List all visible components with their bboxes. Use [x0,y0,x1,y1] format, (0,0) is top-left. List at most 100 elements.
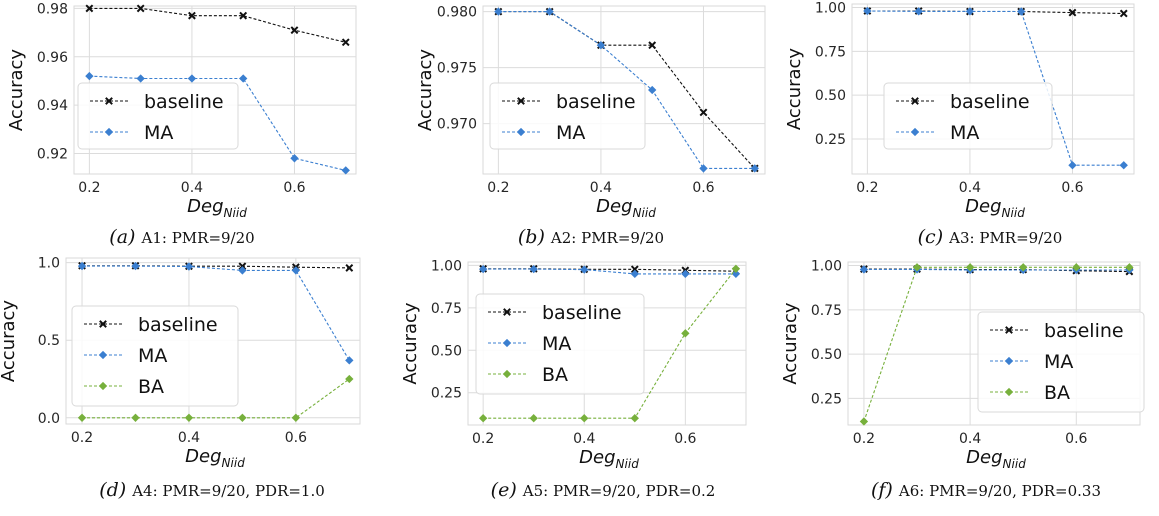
data-point-BA [529,414,538,423]
x-axis-label-sub: Niid [1002,206,1026,220]
data-point-baseline [1068,8,1077,17]
legend-swatch-marker [98,350,108,360]
y-axis-label: Accuracy [0,300,19,383]
x-tick-label: 0.6 [285,430,307,446]
legend-swatch-marker [516,127,526,137]
y-tick-label: 0.75 [811,303,842,319]
x-tick-label: 0.6 [1061,180,1083,196]
data-point-BA [681,329,690,338]
data-point-BA [965,263,975,272]
y-tick-label: 0.94 [37,98,68,114]
x-axis-label: DegNiid [966,447,1026,471]
y-tick-label: 0.96 [37,50,68,66]
data-point-BA [291,413,301,422]
legend-label-BA: BA [542,364,568,386]
legend-swatch-marker [99,320,107,328]
x-tick-label: 0.2 [487,180,509,196]
data-point-BA [77,413,87,422]
legend-box [977,311,1145,413]
x-axis-label-main: Deg [579,447,615,468]
data-point-baseline [238,262,247,271]
legend-swatch-marker [1005,326,1013,334]
data-point-baseline [341,38,350,47]
series-line-MA [867,10,1124,166]
x-tick-label: 0.2 [71,430,93,446]
series-MA [85,71,350,175]
y-tick-label: 1.0 [38,256,60,272]
data-point-MA [341,166,350,175]
panel-caption: (a) A1: PMR=9/20 [109,226,254,248]
legend-swatch-marker [105,97,113,105]
caption-letter: (f) [871,479,899,501]
panel-caption: (b) A2: PMR=9/20 [518,226,664,248]
data-point-MA [863,6,872,16]
data-point-baseline [290,26,299,35]
y-tick-label: 0.25 [431,386,462,402]
panel-caption: (c) A3: PMR=9/20 [918,226,1063,248]
data-point-baseline [188,11,196,20]
panel-6: 0.2 0.4 0.6 0.25 0.50 0.75 1.00 Accuracy DegNiid… [780,259,1145,501]
legend-label-MA: MA [144,122,173,144]
caption-text: A1: PMR=9/20 [141,229,255,247]
data-point-MA [187,74,197,83]
data-point-MA [131,261,140,271]
data-point-MA [184,262,194,271]
legend-swatch-marker [503,308,511,316]
x-tick-label: 0.4 [178,430,200,446]
y-tick-label: 0.0 [38,411,60,427]
data-point-MA [965,7,975,16]
legend-label-MA: MA [138,345,167,367]
data-point-BA [1019,263,1028,272]
y-tick-label: 1.00 [811,259,842,275]
y-axis-label: Accuracy [780,302,801,385]
data-point-BA [1125,263,1134,272]
data-point-baseline [239,11,248,20]
x-axis-label-sub: Niid [633,206,657,220]
x-axis-label-sub: Niid [1003,457,1027,471]
data-point-BA [731,264,741,273]
data-point-MA [648,85,657,95]
y-tick-label: 0.5 [38,333,60,349]
x-axis-label-sub: Niid [616,457,640,471]
x-axis-label: DegNiid [187,196,247,220]
x-axis-label-main: Deg [185,446,221,467]
y-tick-label: 0.98 [37,1,68,17]
data-point-BA [478,414,488,423]
legend: baseline MA BA [71,305,239,407]
data-point-MA [681,269,690,279]
series-line-MA [498,11,755,169]
data-point-BA [1072,263,1081,272]
data-point-BA [345,374,354,384]
legend-swatch-marker [1004,356,1014,366]
data-point-BA [630,414,639,423]
legend-box [71,305,239,407]
series-BA [77,374,354,422]
legend-box [475,293,645,395]
data-point-MA [545,7,554,16]
x-axis-label: DegNiid [579,447,639,471]
data-point-MA [859,265,869,274]
legend: baseline MA [883,82,1053,150]
series-BA [478,264,741,423]
x-tick-label: 0.6 [674,431,696,447]
data-point-MA [478,264,488,274]
x-tick-label: 0.4 [181,180,203,196]
legend: baseline MA BA [475,293,645,395]
legend-label-baseline: baseline [950,91,1030,113]
legend-label-baseline: baseline [1044,320,1124,342]
x-axis-label-main: Deg [596,196,632,217]
legend: baseline MA BA [977,311,1145,413]
y-tick-label: 0.980 [437,5,477,21]
data-point-MA [239,74,248,83]
x-axis-label-main: Deg [965,196,1001,217]
legend: baseline MA [77,82,239,150]
data-point-BA [859,417,869,426]
y-tick-label: 0.75 [431,301,462,317]
y-axis-label: Accuracy [400,302,421,385]
data-point-baseline [648,41,657,50]
data-point-BA [580,414,589,423]
data-point-MA [580,265,589,274]
legend-label-MA: MA [1044,351,1073,373]
series-line-MA [89,75,346,171]
caption-text: A6: PMR=9/20, PDR=0.33 [898,482,1101,500]
